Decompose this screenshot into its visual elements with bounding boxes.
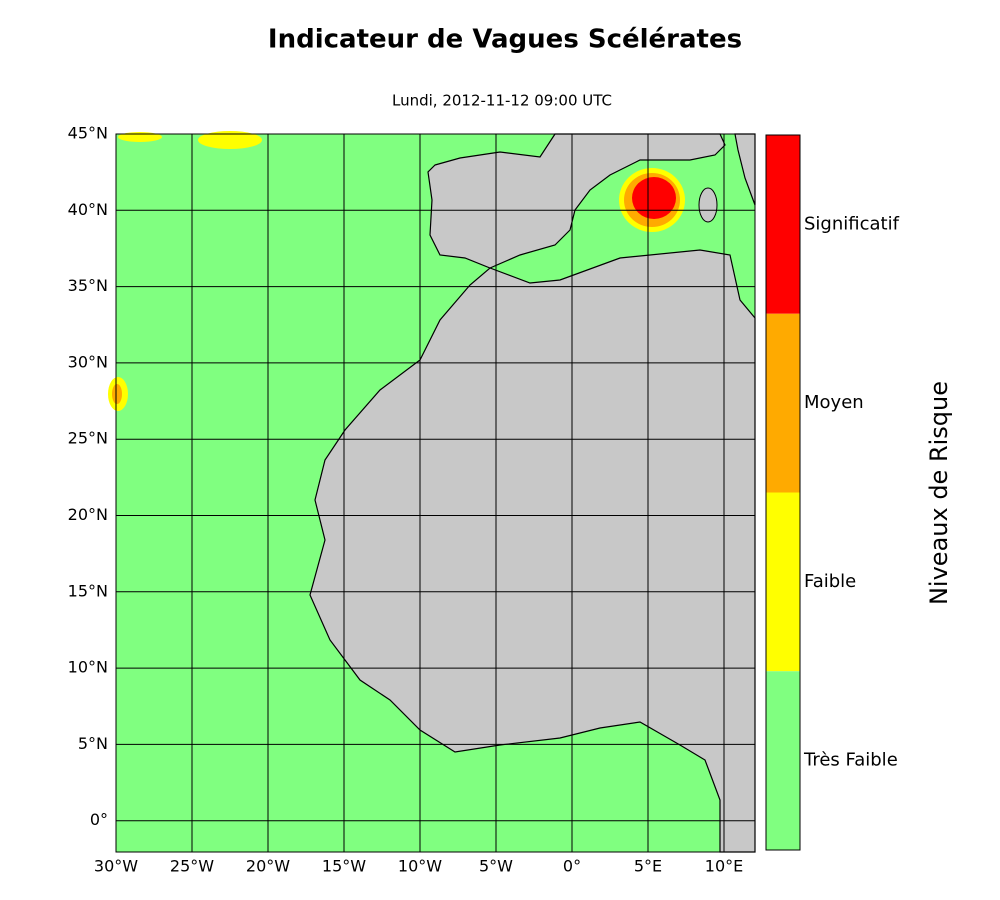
lat-label: 0° [90,810,108,829]
grid [116,134,755,852]
lat-label: 5°N [78,734,108,753]
lat-label: 15°N [68,581,108,600]
subtitle: Lundi, 2012-11-12 09:00 UTC [392,92,612,110]
lat-label: 35°N [68,276,108,295]
colorbar-level: Très Faible [803,750,898,771]
title: Indicateur de Vagues Scélérates [268,25,742,55]
lon-label: 15°W [322,857,366,876]
colorbar-segment [766,135,800,314]
sardinia [698,187,718,223]
lat-label: 30°N [68,352,108,371]
colorbar: Significatif Moyen Faible Très Faible [765,134,900,851]
risk-area [112,384,122,404]
colorbar-level: Faible [804,571,856,592]
colorbar-level: Moyen [804,392,864,413]
lon-label: 0° [563,857,581,876]
lon-label: 5°E [634,857,662,876]
lon-label: 5°W [479,857,513,876]
colorbar-label: Niveaux de Risque [925,381,953,605]
land-africa [309,249,756,853]
lon-label: 20°W [246,857,290,876]
risk-area [632,177,676,219]
lon-label: 25°W [170,857,214,876]
lat-label: 40°N [68,200,108,219]
lat-label: 45°N [68,124,108,143]
colorbar-level: Significatif [804,213,900,234]
lon-label: 30°W [94,857,138,876]
lat-label: 20°N [68,505,108,524]
map-frame [115,133,756,853]
colorbar-frame [765,134,801,851]
colorbar-segment [766,313,800,493]
lon-label: 10°W [398,857,442,876]
risk-area [198,131,262,149]
map [108,131,756,853]
colorbar-segment [766,492,800,672]
land-europe [427,133,726,269]
lat-label: 10°N [68,658,108,677]
lon-label: 10°E [705,857,743,876]
lat-label: 25°N [68,429,108,448]
colorbar-segment [766,671,800,850]
